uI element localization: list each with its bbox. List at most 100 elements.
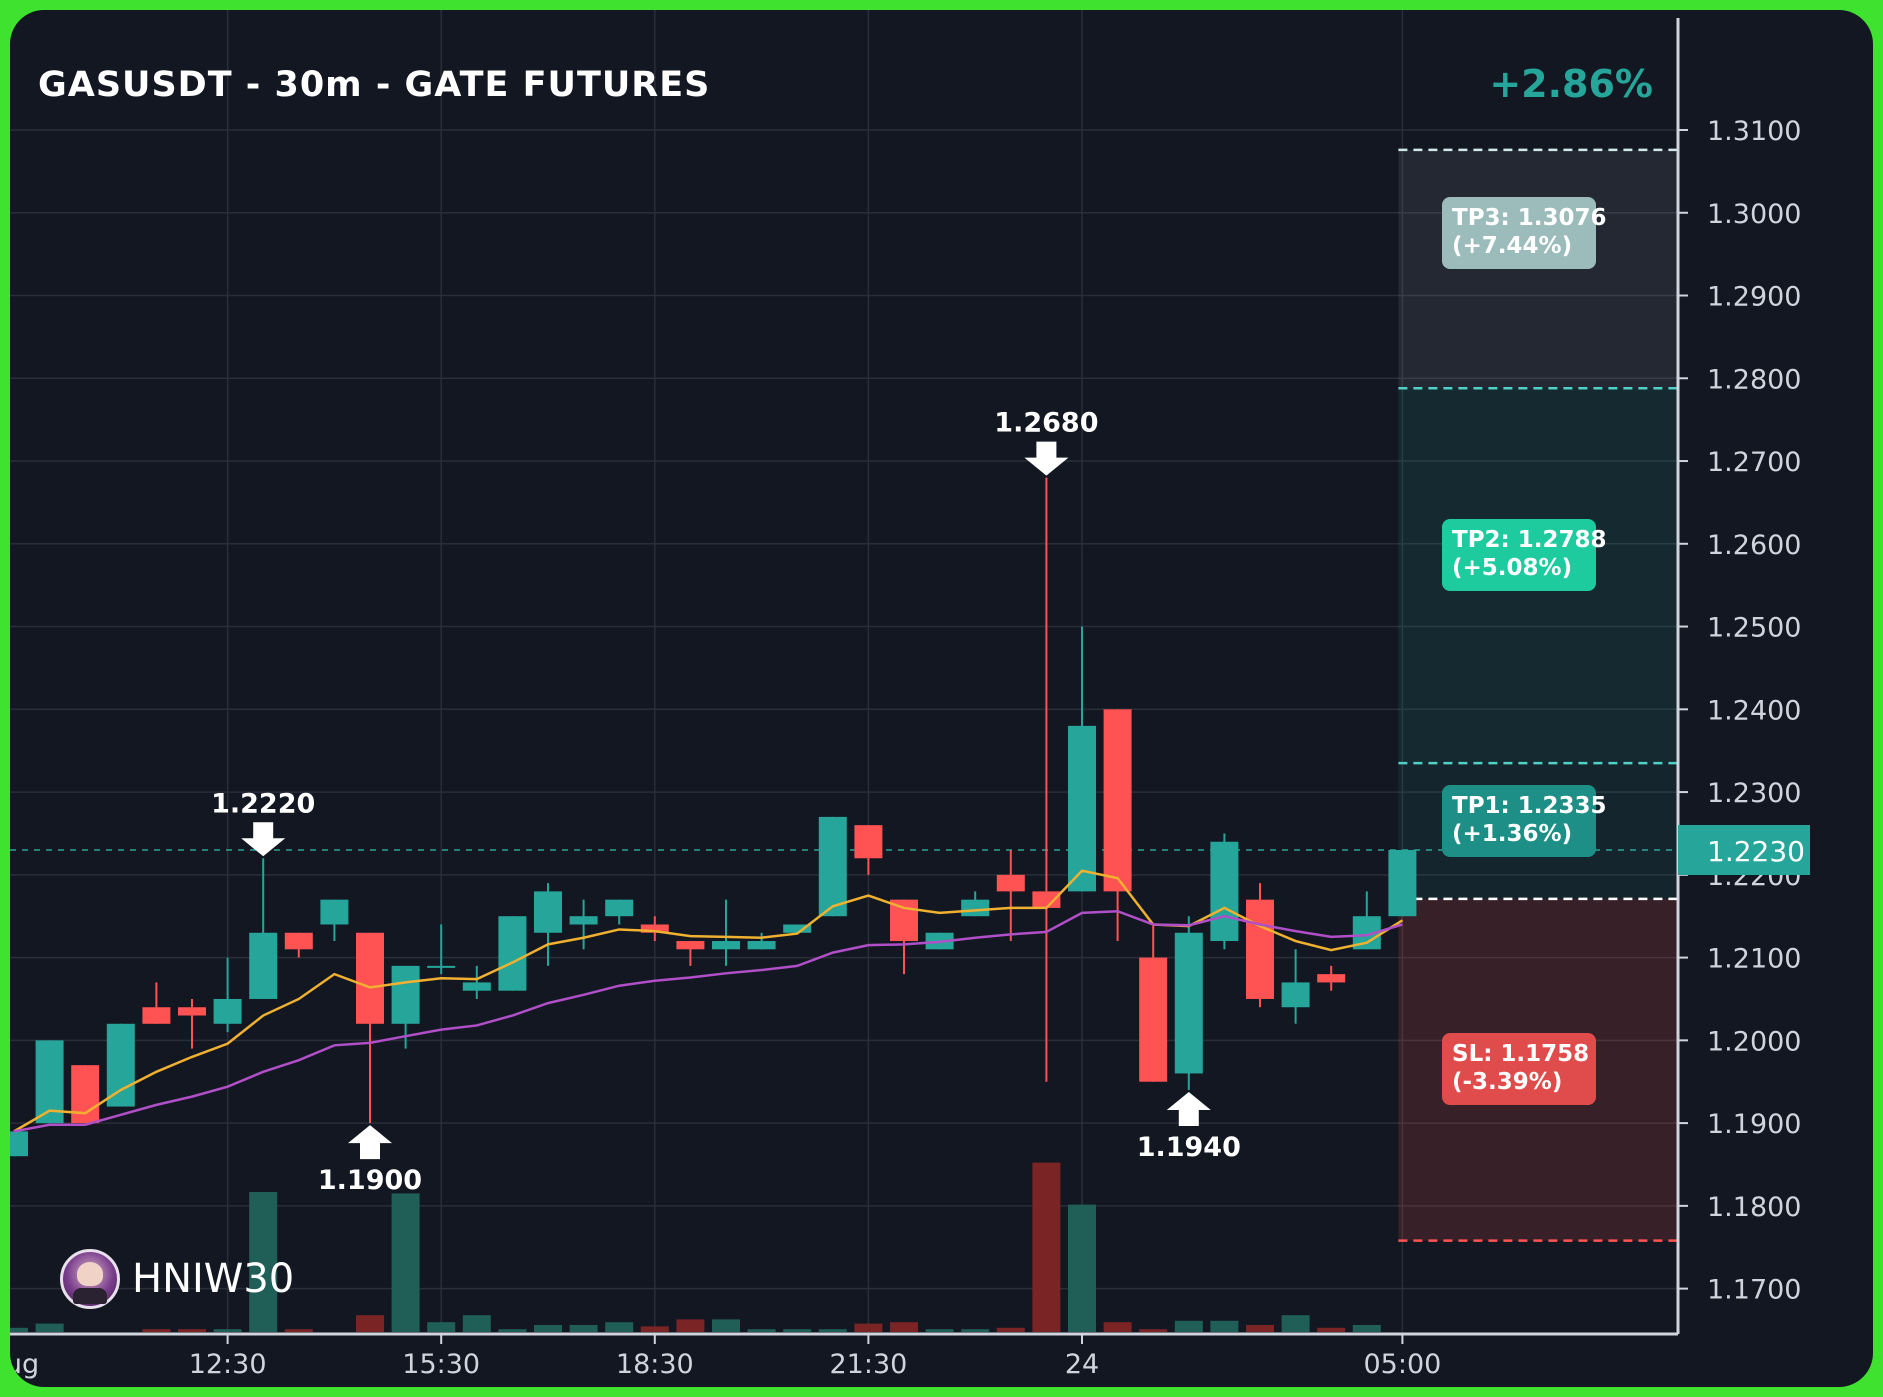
candle	[676, 941, 704, 966]
candle-body	[142, 1007, 170, 1024]
candle	[1068, 627, 1096, 892]
annotation-label: 1.2680	[994, 408, 1098, 439]
volume-bar	[712, 1319, 740, 1332]
price-chart[interactable]: 1.2220 1.1900 1.2680 1.1940 TP3: 1.3076(+7.4…	[10, 10, 1873, 1387]
candle	[1210, 833, 1238, 949]
candle-body	[320, 900, 348, 925]
candle-body	[107, 1024, 135, 1107]
watermark: HNIW30	[60, 1247, 294, 1311]
candle	[10, 1131, 28, 1156]
candle-body	[178, 1007, 206, 1015]
stop-loss-label-percent: (-3.39%)	[1452, 1069, 1562, 1095]
volume-bar	[676, 1319, 704, 1332]
candle	[890, 900, 918, 974]
price-tick-label: 1.2500	[1707, 613, 1801, 644]
candle-body	[1388, 850, 1416, 916]
candle	[142, 982, 170, 1023]
candle-body	[10, 1131, 28, 1156]
candle-body	[676, 941, 704, 949]
price-tick-label: 1.2000	[1707, 1026, 1801, 1057]
candle	[819, 817, 847, 916]
tp1-label: TP1: 1.2335(+1.36%)	[1442, 785, 1607, 857]
candle-body	[997, 875, 1025, 892]
candle-body	[498, 916, 526, 990]
candle-body	[285, 933, 313, 950]
volume-bar	[178, 1329, 206, 1332]
time-tick-label: 24	[1065, 1349, 1099, 1380]
arrow-down-icon	[241, 822, 285, 856]
candle	[534, 883, 562, 966]
candle	[498, 916, 526, 990]
candle	[178, 999, 206, 1049]
candle	[249, 858, 277, 999]
volume-bar	[36, 1324, 64, 1332]
volume-bar	[748, 1329, 776, 1332]
price-tick-label: 1.3100	[1707, 116, 1801, 147]
candle-body	[214, 999, 242, 1024]
stop-loss-label-price: SL: 1.1758	[1452, 1041, 1589, 1067]
candle-body	[1068, 726, 1096, 892]
candle-body	[1317, 974, 1345, 982]
candle-body	[249, 933, 277, 999]
arrow-up-icon	[348, 1125, 392, 1159]
stop-loss-label: SL: 1.1758(-3.39%)	[1442, 1033, 1596, 1105]
candle	[1139, 924, 1167, 1081]
candle	[214, 958, 242, 1032]
price-axis: 1.3100 1.3000 1.2900 1.2800 1.2700 1.2600 1.25…	[1678, 18, 1801, 1334]
price-tick-label: 1.2100	[1707, 944, 1801, 975]
candle	[854, 825, 882, 875]
candle-body	[605, 900, 633, 917]
price-tick-label: 1.2300	[1707, 778, 1801, 809]
price-tick-label: 1.2900	[1707, 282, 1801, 313]
arrow-up-icon	[1167, 1092, 1211, 1126]
volume-bar	[783, 1329, 811, 1332]
price-tick-label: 1.1700	[1707, 1275, 1801, 1306]
candle-body	[1139, 958, 1167, 1082]
volume-bar	[1353, 1325, 1381, 1332]
candle	[997, 850, 1025, 941]
chart-frame: 1.2220 1.1900 1.2680 1.1940 TP3: 1.3076 (+7.4…	[10, 10, 1873, 1387]
candle	[748, 933, 776, 950]
volume-bar	[961, 1329, 989, 1332]
candle	[605, 900, 633, 925]
volume-bar	[534, 1325, 562, 1332]
volume-bar	[926, 1329, 954, 1332]
tp3-label-price: TP3: 1.3076	[1452, 205, 1607, 231]
time-tick-label: 15:30	[402, 1349, 480, 1380]
volume-bar	[605, 1322, 633, 1332]
annotation-label: 1.1900	[318, 1165, 422, 1196]
volume-bar	[1104, 1322, 1132, 1332]
candle	[285, 933, 313, 958]
candle-body	[1246, 900, 1274, 999]
candle	[1388, 850, 1416, 916]
volume-bar	[1068, 1205, 1096, 1332]
candle	[1032, 478, 1060, 1082]
volume-bar	[854, 1324, 882, 1332]
candle-body	[1104, 709, 1132, 891]
volume-bar	[1032, 1163, 1060, 1332]
time-tick-label: ug	[10, 1349, 39, 1380]
candle-body	[712, 941, 740, 949]
tp2-label-percent: (+5.08%)	[1452, 555, 1572, 581]
annotation-label: 1.1940	[1137, 1132, 1241, 1163]
volume-bar	[1246, 1325, 1274, 1332]
volume-bar	[214, 1329, 242, 1332]
candle	[107, 1024, 135, 1107]
candle-body	[463, 982, 491, 990]
price-annotation: 1.1900	[318, 1125, 422, 1196]
time-tick-label: 05:00	[1363, 1349, 1441, 1380]
candle-body	[961, 900, 989, 917]
volume-bar	[498, 1329, 526, 1332]
candle-body	[356, 933, 384, 1024]
watermark-username: HNIW30	[132, 1256, 294, 1302]
volume-bar	[1139, 1329, 1167, 1332]
candle-body	[427, 966, 455, 968]
change-percent: +2.86%	[1489, 62, 1653, 106]
volume-bar	[356, 1315, 384, 1332]
price-tick-label: 1.2600	[1707, 530, 1801, 561]
current-price-tag: 1.2230	[1678, 825, 1810, 875]
price-tick-label: 1.1900	[1707, 1109, 1801, 1140]
tp2-label: TP2: 1.2788(+5.08%)	[1442, 519, 1607, 591]
candle	[1282, 949, 1310, 1023]
candle	[712, 900, 740, 966]
